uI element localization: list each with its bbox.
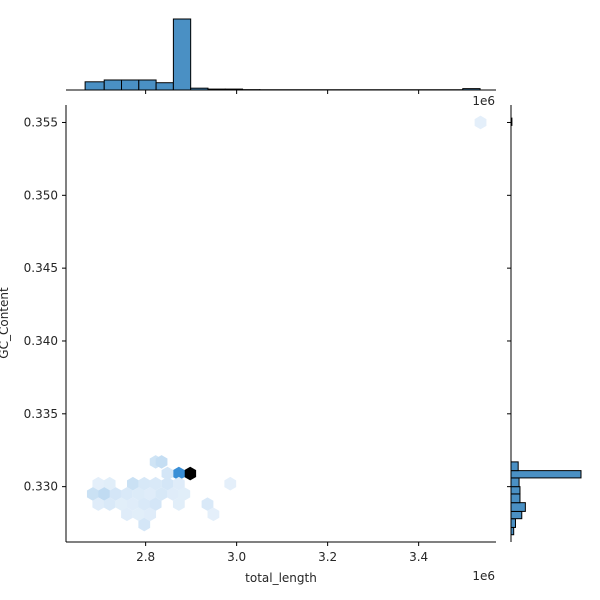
- hexbin-cell: [138, 497, 151, 511]
- hexbin-cell: [172, 466, 185, 481]
- x-tick-label: 3.0: [227, 550, 246, 564]
- right-hist-y-ticks: [507, 121, 511, 488]
- top-offset-text: 1e6: [472, 94, 495, 108]
- hexbin-cell: [161, 466, 174, 481]
- right-hist-bar: [510, 486, 521, 495]
- hexbin-cell: [127, 476, 139, 491]
- right-hist-bar: [510, 493, 521, 504]
- hexbin-cell: [172, 476, 185, 491]
- hexbin-cell: [178, 487, 191, 501]
- x-tick-label: 3.2: [318, 550, 337, 564]
- hexbin-cell: [132, 507, 145, 522]
- x-tick-label: 2.8: [136, 550, 155, 564]
- right-hist-bar: [510, 470, 582, 479]
- hexbin-cell: [167, 487, 179, 501]
- hexbin-cell: [149, 497, 162, 511]
- right-hist-bar: [510, 477, 520, 488]
- top-hist-bar: [172, 18, 192, 91]
- y-axis-label: GC_Content: [0, 287, 11, 359]
- y-tick-label: 0.340: [24, 334, 58, 348]
- hexbin-cell: [132, 487, 145, 501]
- hexbin-cell: [172, 497, 185, 511]
- x-tick-label: 3.4: [409, 550, 428, 564]
- hexbin-cell: [109, 487, 122, 501]
- right-marginal-histogram: [510, 117, 582, 536]
- hexbin-cell: [144, 507, 157, 522]
- right-hist-bar: [510, 510, 523, 520]
- y-tick-label: 0.350: [24, 188, 58, 202]
- top-hist-bar: [84, 81, 105, 91]
- hexbin-cell: [121, 487, 133, 501]
- hexbin-cell: [144, 487, 157, 501]
- y-tick-label: 0.345: [24, 261, 58, 275]
- top-hist-bar: [121, 79, 140, 91]
- hexbin-cell: [98, 487, 111, 501]
- hexbin-cell: [184, 466, 197, 481]
- top-marginal-histogram: [84, 18, 481, 91]
- hexbin-cell: [103, 497, 116, 511]
- right-hist-bar: [510, 502, 526, 512]
- y-ticks: 0.330 0.335 0.340 0.345 0.350 0.355: [24, 115, 66, 494]
- hexbin-cell: [149, 476, 162, 491]
- hexbin-cell: [127, 497, 139, 511]
- y-tick-label: 0.330: [24, 480, 58, 494]
- top-hist-bar: [103, 79, 123, 91]
- y-tick-label: 0.355: [24, 115, 58, 129]
- hexbin-cell: [121, 507, 133, 522]
- hexbin-cell: [86, 487, 99, 501]
- hexbin-cell: [161, 476, 174, 491]
- top-hist-bar: [138, 79, 157, 91]
- hexbin-cell: [92, 497, 105, 511]
- x-ticks: 2.8 3.0 3.2 3.4: [136, 90, 428, 564]
- hexbin-cells: [86, 115, 487, 532]
- joint-hexbin-axes: 2.8 3.0 3.2 3.4 0.3300.3350.3400.3450.3500.…: [24, 90, 511, 564]
- hexbin-cell: [474, 115, 487, 130]
- hexbin-cell: [115, 497, 128, 511]
- hexbin-cell: [138, 476, 151, 491]
- y-tick-label: 0.335: [24, 407, 58, 421]
- hexbin-cell: [224, 476, 237, 491]
- hexbin-cell: [155, 487, 168, 501]
- hexbin-cell: [207, 507, 220, 522]
- x-offset-text: 1e6: [472, 569, 495, 583]
- right-hist-bar: [510, 461, 519, 472]
- hexbin-cell: [201, 497, 214, 511]
- hexbin-cell: [155, 455, 168, 469]
- hexbin-cell: [92, 476, 105, 491]
- hexbin-cell: [103, 476, 116, 491]
- right-hist-bar: [510, 518, 516, 528]
- hexbin-cell: [138, 517, 151, 532]
- x-axis-label: total_length: [245, 571, 317, 585]
- top-hist-bar: [155, 82, 174, 91]
